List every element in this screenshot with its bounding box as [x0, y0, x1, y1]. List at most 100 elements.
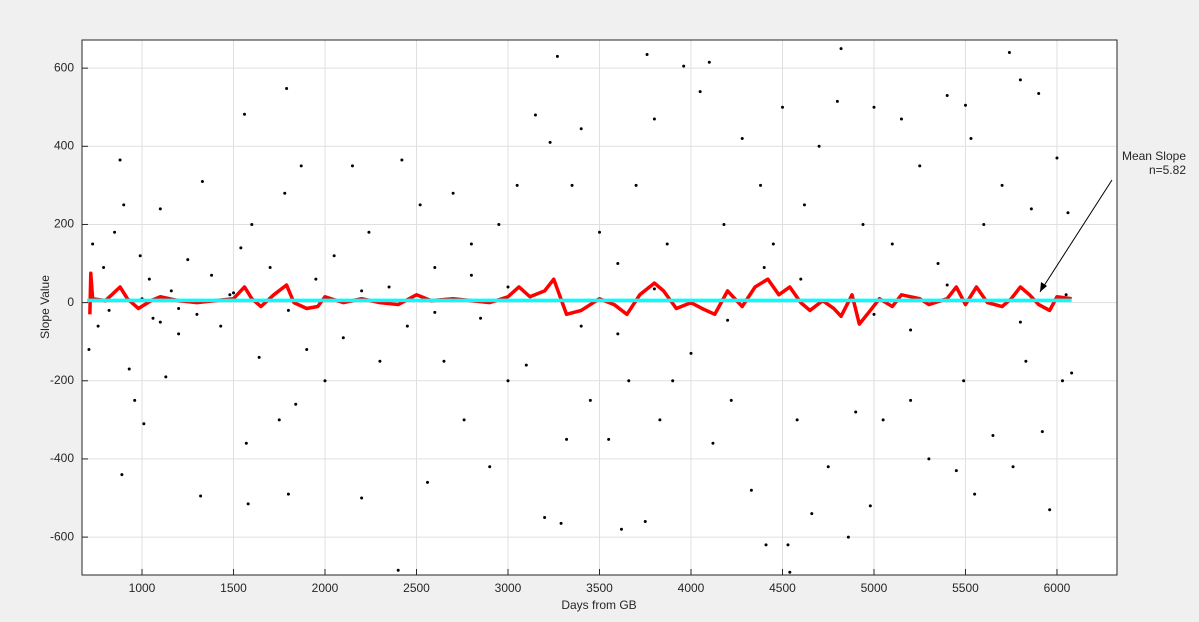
scatter-point — [200, 179, 204, 183]
scatter-point — [962, 379, 966, 383]
scatter-point — [257, 355, 261, 359]
scatter-point — [899, 117, 903, 121]
scatter-point — [927, 457, 931, 461]
scatter-point — [151, 316, 155, 320]
scatter-point — [1029, 207, 1033, 211]
scatter-point — [96, 324, 100, 328]
scatter-point — [244, 441, 248, 445]
scatter-point — [1011, 465, 1015, 469]
scatter-point — [982, 222, 986, 226]
scatter-point — [158, 207, 162, 211]
x-tick-label: 2000 — [312, 581, 339, 595]
scatter-point — [835, 99, 839, 103]
scatter-point — [433, 265, 437, 269]
line-series — [88, 271, 1072, 326]
scatter-point — [286, 308, 290, 312]
scatter-point — [506, 379, 510, 383]
scatter-point — [469, 273, 473, 277]
scatter-point — [1048, 508, 1052, 512]
x-tick-label: 3000 — [495, 581, 522, 595]
scatter-point — [462, 418, 466, 422]
scatter-point — [158, 320, 162, 324]
scatter-point — [788, 570, 792, 574]
scatter-point — [607, 437, 611, 441]
scatter-point — [242, 112, 246, 116]
scatter-point — [268, 265, 272, 269]
scatter-point — [749, 488, 753, 492]
scatter-point — [433, 310, 437, 314]
scatter-point — [555, 54, 559, 58]
scatter-point — [616, 332, 620, 336]
x-tick-label: 2500 — [403, 581, 430, 595]
scatter-point — [1007, 51, 1011, 55]
scatter-point — [759, 183, 763, 187]
scatter-point — [1040, 430, 1044, 434]
annotation-arrow — [1039, 179, 1113, 293]
scatter-point — [861, 222, 865, 226]
scatter-point — [142, 422, 146, 426]
scatter-point — [277, 418, 281, 422]
scatter-point — [846, 535, 850, 539]
scatter-point — [954, 469, 958, 473]
scatter-point — [186, 258, 190, 262]
scatter-point — [698, 90, 702, 94]
scatter-point — [839, 47, 843, 51]
scatter-point — [634, 183, 638, 187]
scatter-point — [400, 158, 404, 162]
scatter-point — [881, 418, 885, 422]
scatter-point — [682, 64, 686, 68]
scatter-point — [764, 543, 768, 547]
annotation-line: Mean Slope — [1122, 149, 1186, 163]
scatter-point — [323, 379, 327, 383]
scatter-point — [945, 93, 949, 97]
scatter-point — [1064, 293, 1068, 297]
scatter-point — [559, 521, 563, 525]
scatter-point — [826, 465, 830, 469]
scatter-point — [1060, 379, 1064, 383]
scatter-point — [533, 113, 537, 117]
scatter-point — [177, 306, 181, 310]
scatter-point — [360, 289, 364, 293]
scatter-point — [127, 367, 131, 371]
scatter-point — [294, 402, 298, 406]
scatter-point — [643, 519, 647, 523]
scatter-point — [199, 494, 203, 498]
scatter-point — [726, 318, 730, 322]
scatter-point — [442, 359, 446, 363]
scatter-point — [341, 336, 345, 340]
scatter-point — [872, 105, 876, 109]
scatter-point — [645, 52, 649, 56]
scatter-point — [786, 543, 790, 547]
scatter-point — [488, 465, 492, 469]
scatter-point — [1018, 320, 1022, 324]
scatter-point — [740, 136, 744, 140]
scatter-point — [113, 230, 117, 234]
scatter-point — [1070, 371, 1074, 375]
y-tick-label: -200 — [50, 373, 74, 387]
scatter-point — [771, 242, 775, 246]
y-tick-label: 0 — [67, 295, 74, 309]
scatter-point — [616, 262, 620, 266]
scatter-point — [405, 324, 409, 328]
scatter-point — [418, 203, 422, 207]
scatter-point — [102, 265, 106, 269]
scatter-point — [469, 242, 473, 246]
scatter-point — [909, 328, 913, 332]
scatter-point — [164, 375, 168, 379]
scatter-point — [652, 117, 656, 121]
scatter-point — [118, 158, 122, 162]
scatter-point — [868, 504, 872, 508]
scatter-point — [299, 164, 303, 168]
scatter-point — [1024, 359, 1028, 363]
scatter-point — [219, 324, 223, 328]
scatter-point — [1055, 156, 1059, 160]
scatter-point — [722, 222, 726, 226]
scatter-point — [729, 398, 733, 402]
grid — [82, 40, 1117, 575]
scatter-point — [515, 183, 519, 187]
y-tick-label: -400 — [50, 451, 74, 465]
scatter-point — [711, 441, 715, 445]
scatter-point — [91, 242, 95, 246]
scatter-point — [802, 203, 806, 207]
scatter-point — [872, 312, 876, 316]
